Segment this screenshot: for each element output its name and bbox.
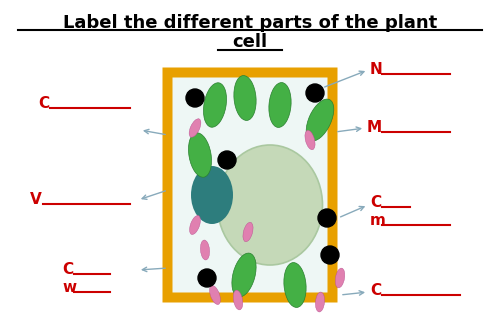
Ellipse shape (234, 75, 256, 120)
Ellipse shape (191, 166, 233, 224)
FancyBboxPatch shape (172, 77, 328, 293)
Text: N: N (370, 62, 383, 77)
Text: Label the different parts of the plant: Label the different parts of the plant (63, 14, 437, 32)
Text: C: C (370, 283, 381, 298)
Circle shape (186, 89, 204, 107)
Circle shape (218, 151, 236, 169)
Text: m: m (370, 213, 386, 228)
Text: cell: cell (232, 33, 268, 51)
Ellipse shape (316, 292, 324, 312)
Ellipse shape (269, 83, 291, 128)
Ellipse shape (189, 119, 201, 137)
Ellipse shape (233, 290, 243, 310)
Ellipse shape (243, 222, 253, 242)
Text: C: C (62, 262, 73, 277)
Circle shape (198, 269, 216, 287)
Text: C: C (38, 96, 49, 111)
Ellipse shape (188, 133, 212, 177)
Text: V: V (30, 192, 42, 207)
Circle shape (318, 209, 336, 227)
Text: w: w (62, 280, 76, 295)
Ellipse shape (210, 285, 220, 304)
Circle shape (306, 84, 324, 102)
Ellipse shape (190, 215, 200, 235)
FancyBboxPatch shape (162, 68, 338, 302)
Ellipse shape (335, 268, 345, 288)
Ellipse shape (218, 145, 322, 265)
Ellipse shape (306, 99, 334, 141)
Text: M: M (367, 120, 382, 135)
Ellipse shape (232, 253, 256, 297)
Ellipse shape (204, 83, 227, 127)
Ellipse shape (200, 240, 209, 260)
Ellipse shape (284, 263, 306, 307)
Ellipse shape (305, 130, 315, 150)
Text: C: C (370, 195, 381, 210)
Circle shape (321, 246, 339, 264)
